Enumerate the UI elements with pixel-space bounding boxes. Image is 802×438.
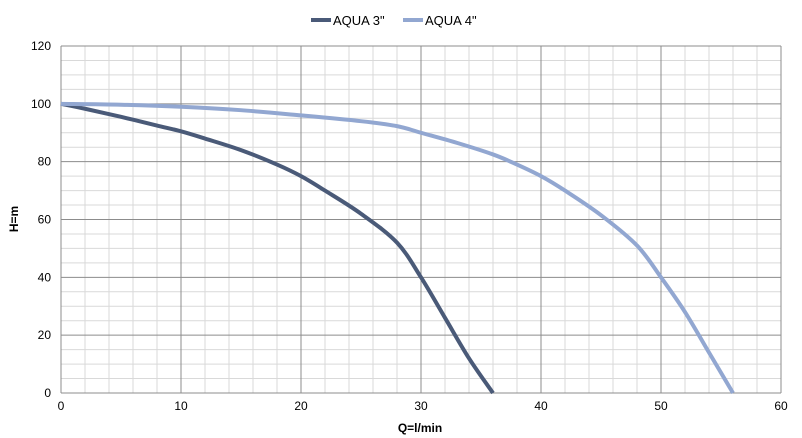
legend: AQUA 3" AQUA 4" — [311, 13, 477, 28]
y-tick-label: 20 — [38, 328, 52, 342]
y-tick-label: 120 — [31, 39, 51, 53]
legend-label-aqua-4: AQUA 4" — [425, 13, 477, 28]
series-line-aqua-4 — [60, 101, 735, 395]
x-tick-label: 20 — [294, 399, 308, 413]
x-axis-title: Q=l/min — [398, 421, 442, 435]
series-line-aqua-3 — [60, 101, 495, 395]
major-gridlines — [60, 45, 782, 394]
x-tick-label: 60 — [774, 399, 788, 413]
y-axis-title: H=m — [7, 206, 21, 232]
y-tick-label: 40 — [38, 270, 52, 284]
x-tick-label: 10 — [174, 399, 188, 413]
x-tick-label: 30 — [414, 399, 428, 413]
x-tick-label: 40 — [534, 399, 548, 413]
y-tick-labels: 0 20 40 60 80 100 120 — [31, 39, 51, 400]
x-tick-labels: 0 10 20 30 40 50 60 — [58, 399, 788, 413]
y-tick-label: 0 — [44, 386, 51, 400]
y-tick-label: 60 — [38, 213, 52, 227]
x-tick-label: 0 — [58, 399, 65, 413]
y-tick-label: 100 — [31, 97, 51, 111]
x-tick-label: 50 — [654, 399, 668, 413]
y-tick-label: 80 — [38, 155, 52, 169]
legend-label-aqua-3: AQUA 3" — [333, 13, 385, 28]
series-layer — [60, 101, 735, 395]
